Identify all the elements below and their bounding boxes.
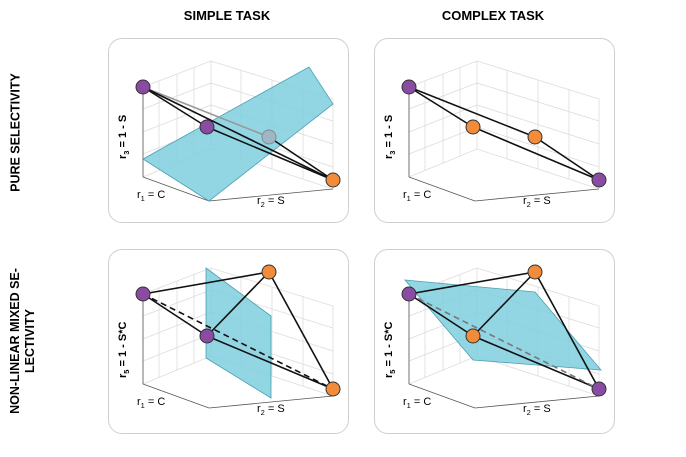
point-orange xyxy=(325,381,341,397)
edges xyxy=(408,271,600,390)
point-orange xyxy=(325,172,341,188)
point-purple xyxy=(591,172,607,188)
row-title-pure: PURE SELECTIVITY xyxy=(9,53,24,213)
r2-label: r2 = S xyxy=(257,403,285,417)
edges xyxy=(142,271,334,390)
point-purple xyxy=(135,79,151,95)
separating-plane xyxy=(404,279,602,371)
panel-simple-mixed: r1 = C r2 = S r5 = 1 - S*C xyxy=(108,249,349,434)
axis-floor xyxy=(408,294,600,409)
point-orange xyxy=(527,129,543,145)
row-title-mixed-line2: LECTIVITY xyxy=(23,309,37,373)
axis-floor xyxy=(142,294,334,409)
row-title-pure-text: PURE SELECTIVITY xyxy=(8,73,23,192)
panel-complex-mixed: r1 = C r2 = S r5 = 1 - S*C xyxy=(374,249,615,434)
r2-label: r2 = S xyxy=(523,195,551,209)
point-orange xyxy=(527,264,543,280)
r3-label: r3 = 1 - S xyxy=(383,115,397,159)
column-title-simple: SIMPLE TASK xyxy=(183,8,271,23)
plot-complex-pure: r1 = C r2 = S r3 = 1 - S xyxy=(383,60,607,209)
r3-label: r3 = 1 - S xyxy=(117,115,131,159)
r1-label: r1 = C xyxy=(137,396,165,410)
panel-complex-pure: r1 = C r2 = S r3 = 1 - S xyxy=(374,38,615,223)
axis-floor xyxy=(408,87,600,202)
edges xyxy=(408,86,600,181)
r2-label: r2 = S xyxy=(523,403,551,417)
point-purple xyxy=(199,119,215,135)
point-hidden xyxy=(261,129,277,145)
row-title-mixed-line1: NON-LINEAR MIXED SE- xyxy=(8,268,22,414)
r2-label: r2 = S xyxy=(257,195,285,209)
point-purple xyxy=(135,286,151,302)
edges xyxy=(142,86,334,181)
point-orange xyxy=(465,119,481,135)
row-title-mixed: NON-LINEAR MIXED SE- LECTIVITY xyxy=(8,246,38,436)
axis-floor xyxy=(142,87,334,202)
r1-label: r1 = C xyxy=(137,189,165,203)
r5-label: r5 = 1 - S*C xyxy=(117,322,131,379)
plot-simple-mixed: r1 = C r2 = S r5 = 1 - S*C xyxy=(117,264,341,417)
r5-label: r5 = 1 - S*C xyxy=(383,322,397,379)
point-purple xyxy=(401,286,417,302)
plot-simple-pure: r1 = C r2 = S r3 = 1 - S xyxy=(117,60,341,209)
point-orange xyxy=(261,264,277,280)
point-purple xyxy=(199,328,215,344)
column-title-complex: COMPLEX TASK xyxy=(441,8,545,23)
r1-label: r1 = C xyxy=(403,396,431,410)
r1-label: r1 = C xyxy=(403,189,431,203)
point-purple xyxy=(401,79,417,95)
point-purple xyxy=(591,381,607,397)
plot-complex-mixed: r1 = C r2 = S r5 = 1 - S*C xyxy=(383,264,607,417)
panel-simple-pure: r1 = C r2 = S r3 = 1 - S xyxy=(108,38,349,223)
point-orange xyxy=(465,328,481,344)
separating-plane xyxy=(205,267,272,399)
